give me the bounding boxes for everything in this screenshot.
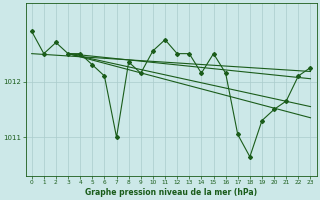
X-axis label: Graphe pression niveau de la mer (hPa): Graphe pression niveau de la mer (hPa) [85, 188, 257, 197]
